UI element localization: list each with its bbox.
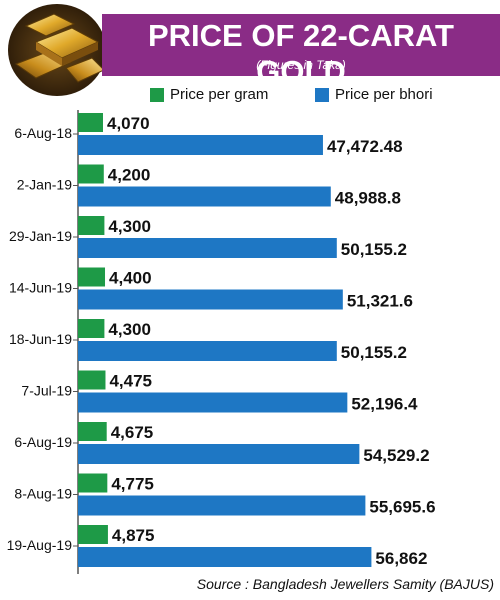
data-label-price-per-gram: 4,300	[108, 320, 151, 339]
legend-item-price-per-gram: Price per gram	[150, 86, 268, 103]
data-label-price-per-gram: 4,875	[112, 526, 155, 545]
title-banner: PRICE OF 22-CARAT GOLD (Figures in Taka)	[102, 14, 500, 89]
category-label: 8-Aug-19	[14, 486, 72, 502]
data-label-price-per-gram: 4,475	[109, 372, 152, 391]
data-label-price-per-bhori: 47,472.48	[327, 137, 403, 156]
data-label-price-per-bhori: 54,529.2	[363, 446, 429, 465]
legend-label-price-per-bhori: Price per bhori	[335, 86, 433, 103]
bar-price-per-gram	[78, 267, 106, 287]
category-label: 2-Jan-19	[17, 177, 72, 193]
legend-swatch-price-per-bhori	[315, 87, 329, 102]
chart-subtitle: (Figures in Taka)	[256, 58, 346, 72]
category-label: 6-Aug-18	[14, 125, 72, 141]
category-label: 18-Jun-19	[9, 331, 72, 347]
data-label-price-per-gram: 4,070	[107, 114, 150, 133]
bar-price-per-bhori	[78, 289, 343, 310]
bar-price-per-bhori	[78, 135, 323, 155]
bar-price-per-gram	[78, 319, 105, 338]
data-label-price-per-gram: 4,400	[109, 269, 152, 288]
data-label-price-per-bhori: 51,321.6	[347, 292, 413, 311]
bar-price-per-gram	[78, 164, 104, 184]
legend-item-price-per-bhori: Price per bhori	[315, 86, 433, 103]
bar-price-per-bhori	[78, 547, 372, 567]
chart-title: PRICE OF 22-CARAT GOLD	[147, 18, 454, 89]
data-label-price-per-bhori: 52,196.4	[351, 395, 418, 414]
category-label: 6-Aug-19	[14, 434, 72, 450]
data-label-price-per-bhori: 50,155.2	[341, 343, 407, 362]
data-label-price-per-bhori: 50,155.2	[341, 240, 407, 259]
bar-price-per-gram	[78, 216, 105, 235]
bar-price-per-gram	[78, 473, 108, 493]
bar-price-per-gram	[78, 422, 107, 441]
bar-price-per-bhori	[78, 495, 366, 516]
bar-price-per-bhori	[78, 392, 348, 413]
legend-label-price-per-gram: Price per gram	[170, 86, 269, 103]
data-label-price-per-gram: 4,300	[108, 217, 151, 236]
bar-price-per-gram	[78, 113, 103, 132]
data-label-price-per-gram: 4,675	[111, 423, 154, 442]
bar-price-per-bhori	[78, 341, 337, 361]
category-label: 14-Jun-19	[9, 280, 72, 296]
category-label: 19-Aug-19	[7, 537, 73, 553]
data-label-price-per-bhori: 48,988.8	[335, 189, 401, 208]
bar-price-per-gram	[78, 525, 108, 544]
data-label-price-per-bhori: 56,862	[375, 549, 427, 568]
category-label: 29-Jan-19	[9, 228, 72, 244]
data-label-price-per-gram: 4,775	[111, 475, 154, 494]
bar-price-per-bhori	[78, 238, 337, 258]
bar-price-per-bhori	[78, 186, 331, 207]
category-label: 7-Jul-19	[21, 383, 72, 399]
bar-price-per-gram	[78, 370, 106, 390]
source-note: Source : Bangladesh Jewellers Samity (BA…	[196, 576, 494, 592]
legend-swatch-price-per-gram	[150, 87, 164, 102]
bar-price-per-bhori	[78, 444, 360, 464]
data-label-price-per-bhori: 55,695.6	[369, 498, 435, 517]
data-label-price-per-gram: 4,200	[108, 166, 151, 185]
